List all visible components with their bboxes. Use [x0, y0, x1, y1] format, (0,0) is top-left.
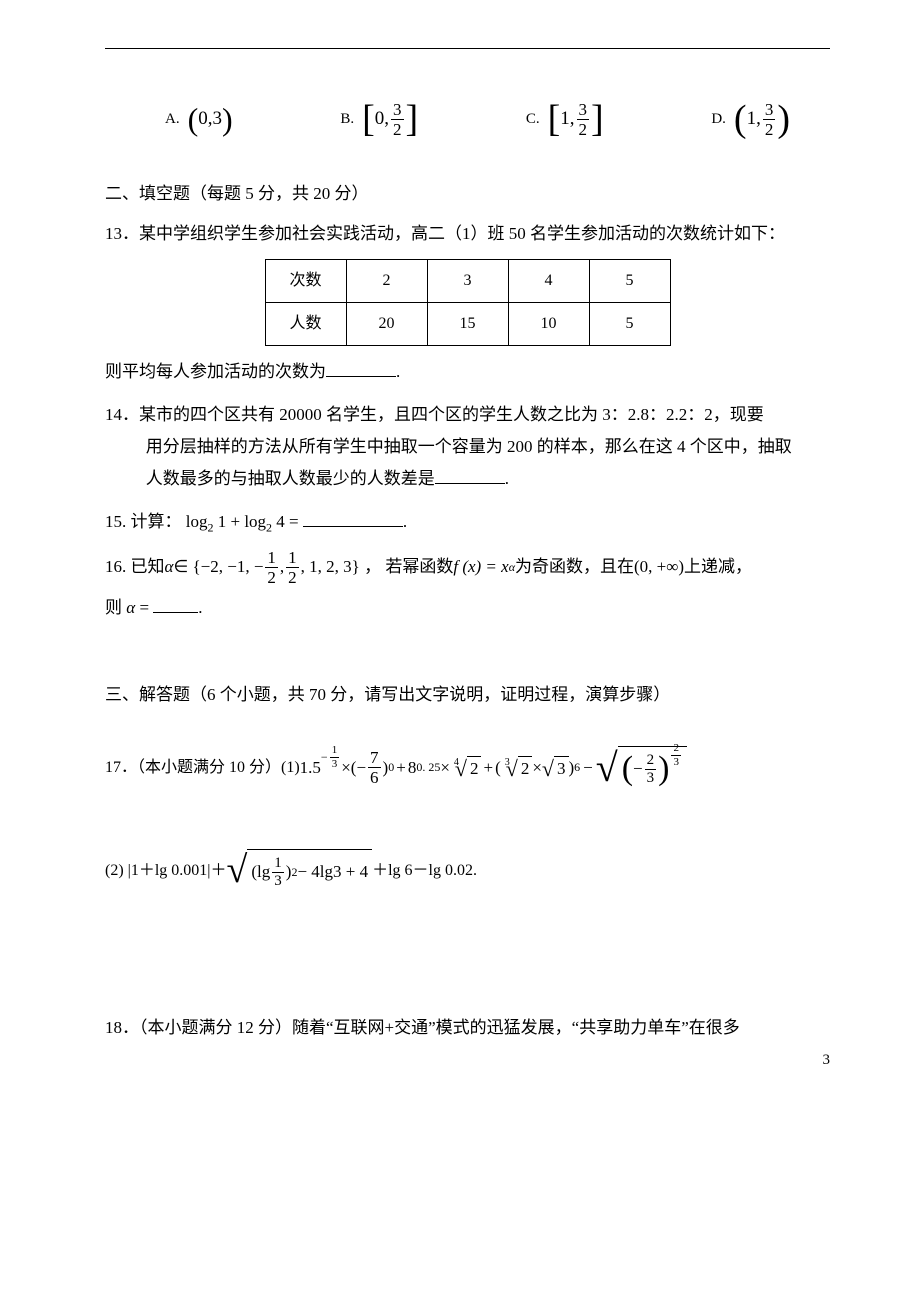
option-label: A.	[165, 105, 180, 134]
question-16: 16. 已知 α ∈ {−2, −1, − 12 , 12 , 1, 2, 3}…	[105, 549, 830, 624]
fill-blank	[303, 507, 403, 527]
option-label: B.	[340, 105, 354, 134]
option-label: C.	[526, 105, 540, 134]
option-c: C. [ 1, 32 ]	[526, 100, 604, 138]
table-row: 人数 20 15 10 5	[265, 302, 670, 345]
q14-line3a: 人数最多的与抽取人数最少的人数差是	[146, 469, 435, 488]
question-13: 13．某中学组织学生参加社会实践活动，高二（1）班 50 名学生参加活动的次数统…	[105, 218, 830, 388]
q14-line1: 14．某市的四个区共有 20000 名学生，且四个区的学生人数之比为 3：2.8…	[105, 399, 830, 431]
section-2-title: 二、填空题（每题 5 分，共 20 分）	[105, 178, 830, 210]
option-label: D.	[711, 105, 726, 134]
q13-line2a: 则平均每人参加活动的次数为	[105, 362, 326, 381]
fill-blank	[435, 465, 505, 485]
options-row: A. (0,3) B. [ 0, 32 ] C. [ 1, 32 ] D. ( …	[105, 100, 830, 138]
page-number: 3	[823, 1046, 831, 1075]
section-3-title: 三、解答题（6 个小题，共 70 分，请写出文字说明，证明过程，演算步骤）	[105, 679, 830, 711]
header-rule	[105, 48, 830, 49]
square-root-2: √ (lg 13 )2 − 4lg3 + 4	[227, 849, 373, 892]
q13-table: 次数 2 3 4 5 人数 20 15 10 5	[265, 259, 671, 347]
fill-blank	[326, 358, 396, 378]
table-row: 次数 2 3 4 5	[265, 259, 670, 302]
q13-line1: 13．某中学组织学生参加社会实践活动，高二（1）班 50 名学生参加活动的次数统…	[105, 218, 830, 250]
option-d: D. ( 1, 32 )	[711, 100, 790, 138]
option-a: A. (0,3)	[165, 101, 233, 137]
question-14: 14．某市的四个区共有 20000 名学生，且四个区的学生人数之比为 3：2.8…	[105, 399, 830, 496]
fourth-root: 4 √2	[450, 756, 482, 779]
question-15: 15. 计算： log2 1 + log2 4 = .	[105, 506, 830, 539]
option-b: B. [ 0, 32 ]	[340, 100, 418, 138]
q14-line2: 用分层抽样的方法从所有学生中抽取一个容量为 200 的样本，那么在这 4 个区中…	[105, 431, 830, 463]
question-18: 18．（本小题满分 12 分）随着“互联网+交通”模式的迅猛发展，“共享助力单车…	[105, 1012, 830, 1044]
outer-root: √ ( (− − 23 ) 23	[596, 746, 687, 789]
cube-root: 3 √2	[501, 756, 533, 779]
question-17: 17．（本小题满分 10 分）(1) 1.5 −13 × (− 76 )0 + …	[105, 746, 830, 892]
square-root: √3	[542, 756, 569, 779]
fill-blank	[153, 593, 198, 613]
